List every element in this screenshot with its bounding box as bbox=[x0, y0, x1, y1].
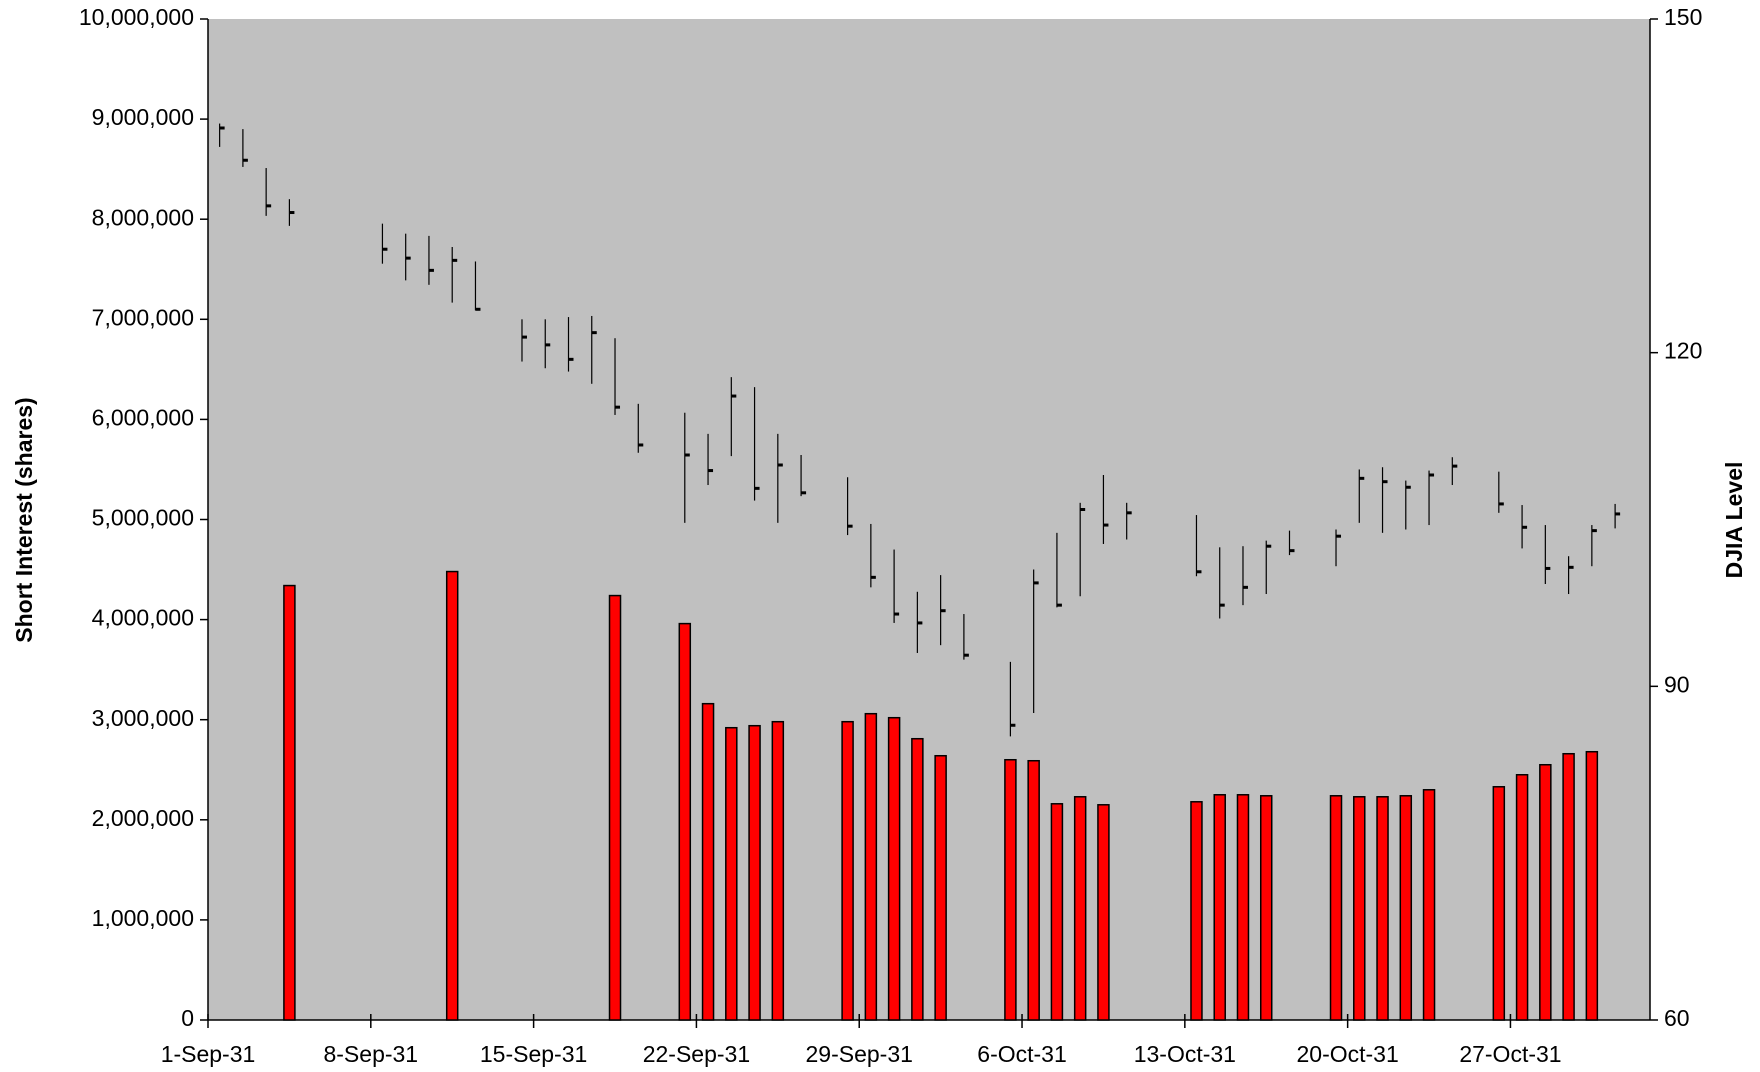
y2-tick-label: 60 bbox=[1664, 1005, 1690, 1031]
bar bbox=[1376, 796, 1389, 1021]
x-tick-label: 1-Sep-31 bbox=[161, 1041, 256, 1067]
bar bbox=[1515, 774, 1529, 1021]
bar bbox=[608, 594, 622, 1021]
y2-tick-label: 150 bbox=[1664, 4, 1702, 30]
x-tick-label: 29-Sep-31 bbox=[806, 1041, 913, 1067]
y-tick-label: 1,000,000 bbox=[92, 905, 194, 931]
bar bbox=[887, 716, 901, 1021]
x-tick-label: 20-Oct-31 bbox=[1297, 1041, 1399, 1067]
bar bbox=[911, 737, 924, 1021]
bar bbox=[934, 754, 947, 1021]
y-tick-label: 5,000,000 bbox=[92, 505, 194, 531]
y-tick-label: 7,000,000 bbox=[92, 304, 194, 330]
bar bbox=[1329, 795, 1343, 1021]
bar bbox=[1004, 758, 1017, 1021]
bar bbox=[1259, 795, 1273, 1021]
y-tick-label: 10,000,000 bbox=[79, 4, 194, 30]
bar bbox=[1422, 789, 1436, 1021]
y2-axis-title: DJIA Level bbox=[1721, 462, 1747, 579]
bar bbox=[1050, 803, 1064, 1021]
bar bbox=[1073, 796, 1087, 1021]
x-tick-label: 27-Oct-31 bbox=[1459, 1041, 1561, 1067]
bar bbox=[701, 702, 715, 1021]
y-tick-label: 3,000,000 bbox=[92, 705, 194, 731]
bar bbox=[1190, 801, 1203, 1021]
bar bbox=[864, 712, 878, 1021]
bar bbox=[841, 720, 854, 1021]
y-tick-label: 2,000,000 bbox=[92, 805, 194, 831]
x-tick-label: 15-Sep-31 bbox=[480, 1041, 587, 1067]
bar bbox=[678, 622, 692, 1021]
bar bbox=[1353, 796, 1366, 1021]
bar bbox=[1236, 794, 1250, 1021]
x-tick-label: 6-Oct-31 bbox=[977, 1041, 1066, 1067]
bar bbox=[1492, 786, 1506, 1021]
y-axis-title: Short Interest (shares) bbox=[11, 397, 37, 642]
y2-tick-label: 90 bbox=[1664, 671, 1690, 697]
bar bbox=[725, 726, 738, 1021]
bar bbox=[1585, 750, 1599, 1021]
bar bbox=[445, 570, 459, 1021]
x-tick-label: 8-Sep-31 bbox=[323, 1041, 418, 1067]
y-tick-label: 8,000,000 bbox=[92, 204, 194, 230]
x-tick-label: 22-Sep-31 bbox=[643, 1041, 750, 1067]
y-tick-label: 9,000,000 bbox=[92, 104, 194, 130]
y-tick-label: 4,000,000 bbox=[92, 605, 194, 631]
y-tick-label: 6,000,000 bbox=[92, 404, 194, 430]
y-tick-label: 0 bbox=[181, 1005, 194, 1031]
bar bbox=[1097, 804, 1110, 1021]
bar bbox=[771, 720, 785, 1021]
bar bbox=[1399, 795, 1413, 1021]
bar bbox=[748, 724, 761, 1021]
bar bbox=[1027, 759, 1040, 1021]
y2-tick-label: 120 bbox=[1664, 338, 1702, 364]
bar bbox=[1562, 752, 1575, 1021]
bar bbox=[1213, 794, 1226, 1021]
bar bbox=[1539, 763, 1552, 1021]
bar bbox=[283, 584, 296, 1021]
x-tick-label: 13-Oct-31 bbox=[1134, 1041, 1236, 1067]
